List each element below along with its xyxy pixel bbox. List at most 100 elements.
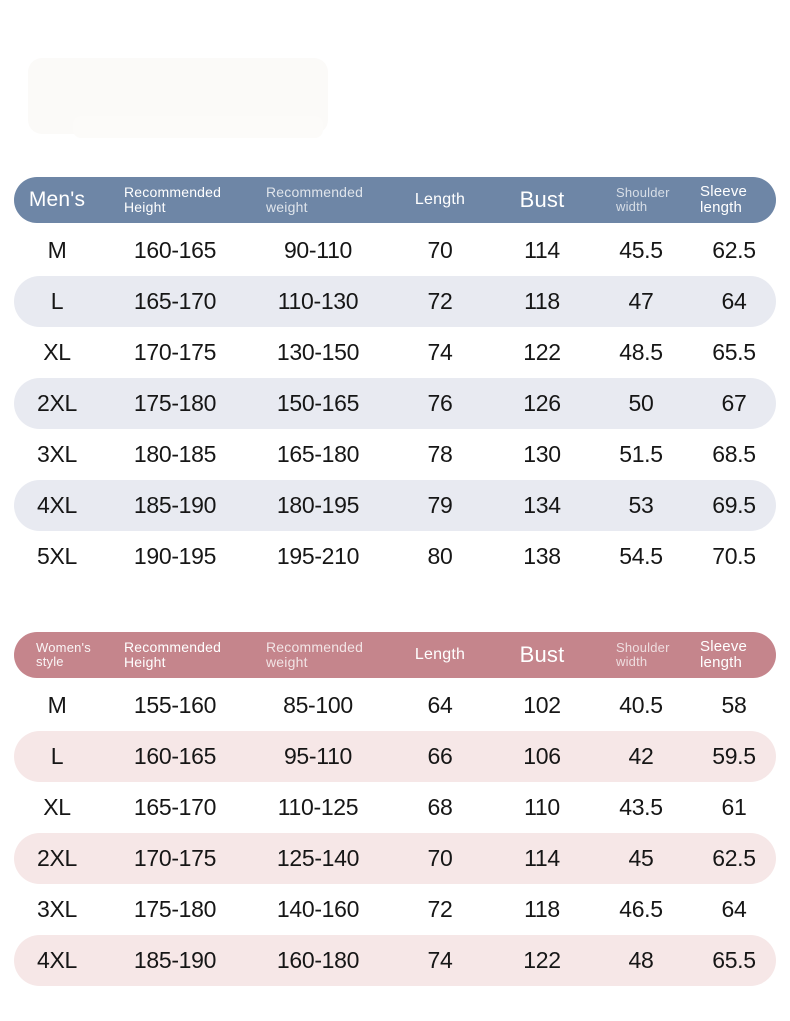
table-cell: 62.5 bbox=[712, 845, 756, 871]
table-cell: 122 bbox=[523, 947, 561, 973]
column-header: Sleeve length bbox=[692, 182, 776, 216]
column-header-text: weight bbox=[266, 654, 308, 670]
table-cell: 42 bbox=[628, 743, 654, 769]
table-cell: 3XL bbox=[36, 441, 78, 467]
table-cell: 134 bbox=[523, 492, 561, 518]
table-cell: XL bbox=[43, 794, 71, 820]
table-cell: 130 bbox=[523, 441, 561, 467]
table-cell: 114 bbox=[524, 845, 560, 871]
table-cell: 160-165 bbox=[133, 743, 217, 769]
column-header: Recommended weight bbox=[250, 183, 386, 215]
table-cell: 160-165 bbox=[133, 237, 217, 263]
column-header: Length bbox=[386, 191, 494, 208]
table-cell: 65.5 bbox=[712, 339, 756, 365]
table-cell: 59.5 bbox=[712, 743, 756, 769]
womens-size-table: Women's style Recommended Height Recommended… bbox=[14, 632, 776, 986]
table-cell: 69.5 bbox=[712, 492, 756, 518]
table-cell: M bbox=[47, 692, 67, 718]
column-header-text: Height bbox=[124, 654, 166, 670]
table-cell: 53 bbox=[628, 492, 654, 518]
table-cell: 64 bbox=[427, 692, 453, 718]
table-cell: 76 bbox=[427, 390, 453, 416]
table-cell: 70.5 bbox=[712, 543, 756, 569]
table-cell: 180-185 bbox=[133, 441, 217, 467]
column-header-text: Shoulder bbox=[616, 184, 670, 200]
table-cell: 64 bbox=[721, 896, 747, 922]
table-cell: 58 bbox=[721, 692, 747, 718]
column-header-text: width bbox=[616, 199, 648, 214]
table-cell: 138 bbox=[523, 543, 561, 569]
table-cell: 74 bbox=[427, 339, 453, 365]
column-header-text: Height bbox=[124, 199, 166, 215]
table-cell: 48 bbox=[628, 947, 654, 973]
table-cell: 2XL bbox=[36, 390, 78, 416]
table-cell: L bbox=[50, 743, 64, 769]
table-row: 4XL 185-190 160-180 74 122 48 65.5 bbox=[14, 935, 776, 986]
mens-table-header-row: Men's Recommended Height Recommended weight L… bbox=[14, 177, 776, 223]
table-row: XL 170-175 130-150 74 122 48.5 65.5 bbox=[14, 327, 776, 378]
table-cell: 175-180 bbox=[133, 896, 217, 922]
column-header-text: Bust bbox=[519, 187, 565, 213]
table-cell: 5XL bbox=[36, 543, 78, 569]
table-cell: 185-190 bbox=[133, 492, 217, 518]
column-header-text: Recommended bbox=[266, 638, 364, 655]
table-row: 2XL 170-175 125-140 70 114 45 62.5 bbox=[14, 833, 776, 884]
table-row: XL 165-170 110-125 68 110 43.5 61 bbox=[14, 782, 776, 833]
table-cell: M bbox=[47, 237, 67, 263]
table-cell: 68 bbox=[427, 794, 453, 820]
table-cell: 165-170 bbox=[133, 794, 217, 820]
table-cell: 170-175 bbox=[133, 845, 217, 871]
column-header-text: weight bbox=[266, 199, 308, 215]
table-row: 5XL 190-195 195-210 80 138 54.5 70.5 bbox=[14, 531, 776, 582]
table-row: L 165-170 110-130 72 118 47 64 bbox=[14, 276, 776, 327]
table-cell: 185-190 bbox=[133, 947, 217, 973]
table-cell: 190-195 bbox=[133, 543, 217, 569]
table-cell: 72 bbox=[427, 288, 453, 314]
table-cell: 4XL bbox=[36, 947, 78, 973]
table-cell: 180-195 bbox=[276, 492, 360, 518]
table-cell: 46.5 bbox=[619, 896, 663, 922]
table-cell: 126 bbox=[523, 390, 561, 416]
column-header: Recommended Height bbox=[100, 639, 250, 670]
table-cell: 102 bbox=[523, 692, 561, 718]
table-row: M 160-165 90-110 70 114 45.5 62.5 bbox=[14, 225, 776, 276]
table-cell: 175-180 bbox=[133, 390, 217, 416]
table-cell: 54.5 bbox=[619, 543, 663, 569]
table-cell: 45.5 bbox=[619, 237, 663, 263]
table-cell: 2XL bbox=[36, 845, 78, 871]
table-cell: 62.5 bbox=[712, 237, 756, 263]
womens-table-body: M 155-160 85-100 64 102 40.5 58 L 160-165 95-110 6… bbox=[14, 680, 776, 986]
column-header-text: Shoulder bbox=[616, 639, 670, 655]
column-header: Recommended Height bbox=[100, 183, 250, 215]
womens-table-header-row: Women's style Recommended Height Recommended… bbox=[14, 632, 776, 678]
table-cell: 43.5 bbox=[619, 794, 663, 820]
table-cell: 48.5 bbox=[619, 339, 663, 365]
column-header: Men's bbox=[14, 187, 100, 212]
column-header-text: Men's bbox=[28, 187, 86, 211]
column-header: Bust bbox=[494, 643, 590, 667]
column-header: Bust bbox=[494, 188, 590, 212]
column-header: Length bbox=[386, 646, 494, 663]
table-cell: 118 bbox=[524, 288, 560, 314]
column-header-text: Bust bbox=[519, 642, 565, 668]
column-header-text: Recommended bbox=[124, 183, 222, 200]
table-cell: 68.5 bbox=[712, 441, 756, 467]
column-header-text: Sleeve bbox=[700, 182, 748, 200]
table-cell: L bbox=[50, 288, 64, 314]
table-cell: 67 bbox=[721, 390, 747, 416]
table-cell: 195-210 bbox=[276, 543, 360, 569]
mens-size-table: Men's Recommended Height Recommended weight L… bbox=[14, 177, 776, 582]
table-cell: 114 bbox=[524, 237, 560, 263]
table-cell: 47 bbox=[628, 288, 654, 314]
column-header-text: Recommended bbox=[266, 183, 364, 200]
table-cell: 155-160 bbox=[133, 692, 217, 718]
mens-table-body: M 160-165 90-110 70 114 45.5 62.5 L 165-170 110-1… bbox=[14, 225, 776, 582]
table-cell: 170-175 bbox=[133, 339, 217, 365]
table-row: 2XL 175-180 150-165 76 126 50 67 bbox=[14, 378, 776, 429]
table-cell: 165-180 bbox=[276, 441, 360, 467]
table-cell: 78 bbox=[427, 441, 453, 467]
column-header-text: Sleeve bbox=[700, 637, 748, 655]
column-header: Recommended weight bbox=[250, 638, 386, 670]
table-cell: 3XL bbox=[36, 896, 78, 922]
